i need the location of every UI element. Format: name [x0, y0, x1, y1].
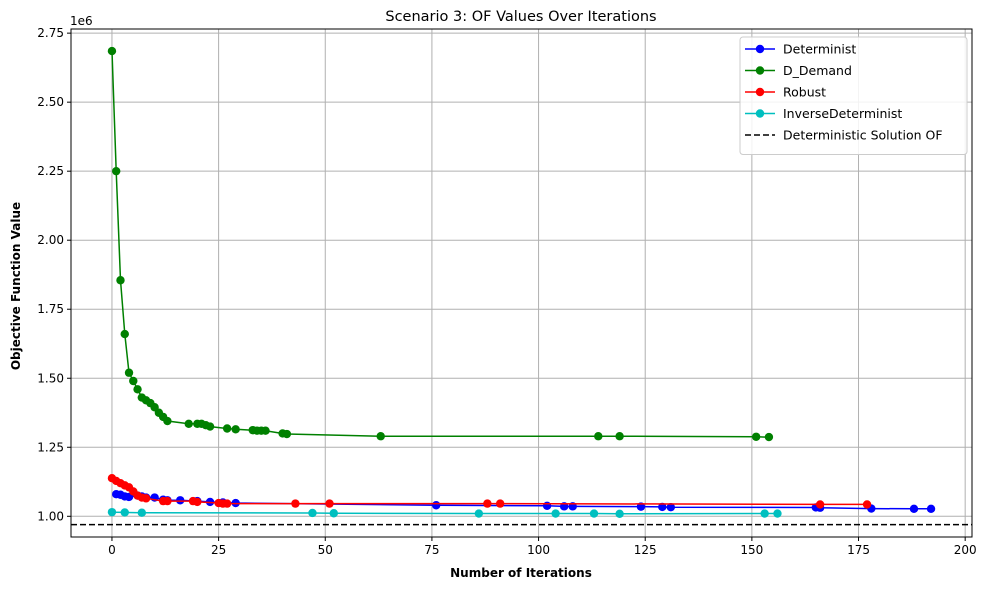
x-tick-label: 200	[954, 543, 977, 557]
data-point-inversedeterminist	[589, 509, 599, 518]
data-point-inversedeterminist	[760, 509, 769, 518]
data-point-d-demand	[751, 432, 761, 441]
series-robust	[107, 473, 872, 509]
grid	[71, 29, 972, 537]
legend-box	[739, 36, 968, 155]
legend-swatch-marker	[755, 109, 765, 118]
data-point-d-demand	[615, 432, 624, 441]
data-point-determinist	[658, 502, 667, 512]
data-point-determinist	[926, 504, 936, 514]
data-point-robust	[815, 500, 825, 509]
x-axis-label: Number of Iterations	[450, 566, 592, 580]
legend-item-deterministic-solution-of: Deterministic Solution OF	[745, 128, 943, 143]
data-point-determinist	[666, 502, 676, 512]
data-point-d-demand	[133, 385, 142, 394]
legend-swatch-marker	[755, 87, 765, 97]
legend-swatch-marker	[755, 44, 765, 54]
legend-item-determinist: Determinist	[745, 42, 856, 57]
data-point-determinist	[176, 496, 185, 505]
data-point-d-demand	[376, 432, 385, 441]
data-point-inversedeterminist	[329, 509, 338, 518]
data-point-d-demand	[112, 166, 121, 176]
legend-label: InverseDeterminist	[783, 106, 902, 121]
series-inversedeterminist	[107, 507, 782, 519]
data-point-d-demand	[231, 425, 240, 434]
x-tick-label: 0	[108, 543, 116, 557]
y-tick-label: 2.00	[37, 233, 64, 247]
y-tick-label: 1.25	[37, 440, 64, 454]
y-tick-label: 2.25	[37, 164, 64, 178]
x-tick-label: 50	[318, 543, 333, 557]
series-line-d-demand	[111, 51, 769, 438]
x-tick-label: 25	[211, 543, 226, 557]
data-point-d-demand	[107, 46, 117, 56]
data-point-d-demand	[261, 426, 270, 435]
y-axis-label: Objective Function Value	[9, 202, 23, 370]
data-point-inversedeterminist	[474, 509, 484, 518]
series-d-demand	[107, 46, 774, 442]
data-point-robust	[163, 496, 172, 506]
legend-label: Deterministic Solution OF	[783, 128, 943, 143]
data-point-robust	[141, 494, 151, 503]
data-point-robust	[483, 499, 492, 508]
y-tick-label: 1.75	[37, 302, 64, 316]
data-point-robust	[862, 500, 872, 509]
y-tick-label: 2.50	[37, 95, 64, 109]
data-point-inversedeterminist	[137, 508, 147, 517]
data-point-inversedeterminist	[773, 509, 782, 518]
chart-title: Scenario 3: OF Values Over Iterations	[385, 9, 656, 25]
y-offset-label: 1e6	[70, 14, 93, 28]
data-point-d-demand	[120, 329, 129, 339]
data-point-robust	[193, 497, 202, 507]
legend-label: D_Demand	[783, 63, 852, 78]
data-point-inversedeterminist	[615, 509, 624, 519]
data-point-d-demand	[116, 276, 125, 285]
x-axis-ticks: 0 25 50 75 100 125 150 175 200	[108, 537, 977, 557]
x-tick-label: 150	[740, 543, 763, 557]
x-tick-label: 175	[847, 543, 870, 557]
x-tick-label: 100	[527, 543, 550, 557]
x-tick-label: 125	[634, 543, 657, 557]
y-tick-label: 1.00	[37, 509, 64, 523]
data-point-determinist	[431, 501, 441, 510]
data-point-d-demand	[764, 432, 774, 442]
legend-label: Determinist	[783, 42, 856, 57]
data-point-d-demand	[129, 376, 138, 386]
data-point-d-demand	[124, 368, 134, 377]
data-point-d-demand	[594, 432, 603, 441]
data-point-d-demand	[163, 416, 172, 426]
legend-item-d-demand: D_Demand	[745, 63, 852, 78]
data-point-robust	[325, 499, 334, 508]
series-determinist	[112, 490, 936, 514]
series-line-inversedeterminist	[111, 511, 778, 515]
series-layer	[107, 46, 936, 519]
data-point-determinist	[909, 504, 919, 514]
legend-item-inversedeterminist: InverseDeterminist	[745, 106, 902, 121]
data-point-inversedeterminist	[107, 507, 117, 517]
data-point-inversedeterminist	[120, 508, 129, 517]
data-point-d-demand	[205, 422, 215, 431]
data-point-robust	[495, 499, 505, 508]
data-point-determinist	[542, 501, 552, 511]
data-point-d-demand	[282, 429, 292, 439]
data-point-robust	[291, 499, 300, 508]
legend-item-robust: Robust	[745, 85, 826, 100]
legend: Determinist D_Demand Robust InverseDetermin…	[739, 36, 968, 155]
y-tick-label: 1.50	[37, 371, 64, 385]
y-axis-ticks: 1.00 1.25 1.50 1.75 2.00 2.25 2.50 2.75	[37, 26, 71, 523]
legend-label: Robust	[783, 85, 826, 100]
data-point-robust	[222, 499, 232, 508]
y-tick-label: 2.75	[37, 26, 64, 40]
data-point-d-demand	[184, 419, 193, 429]
data-point-inversedeterminist	[551, 509, 560, 518]
data-point-inversedeterminist	[308, 508, 317, 518]
plot-frame	[70, 28, 973, 538]
legend-swatch-marker	[755, 66, 765, 75]
data-point-d-demand	[222, 424, 232, 433]
x-tick-label: 75	[424, 543, 439, 557]
